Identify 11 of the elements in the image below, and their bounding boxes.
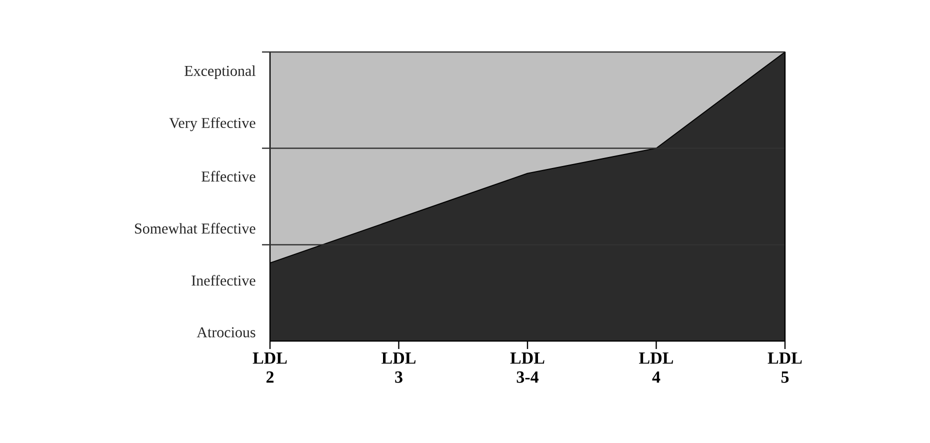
x-tick-label: LDL 4: [639, 352, 674, 383]
text: Somewhat Effective: [135, 222, 256, 234]
text: Exceptional: [184, 65, 256, 80]
text: Atrocious: [196, 327, 256, 338]
text: Ineffective: [192, 274, 256, 286]
text: Very Effective: [169, 117, 256, 132]
text: Effective: [202, 170, 256, 182]
x-tick-label: LDL 2: [252, 352, 287, 383]
x-tick-label: LDL 5: [768, 352, 802, 383]
x-tick-label: LDL 3: [382, 352, 416, 383]
x-tick-label: LDL 3-4: [510, 352, 544, 383]
